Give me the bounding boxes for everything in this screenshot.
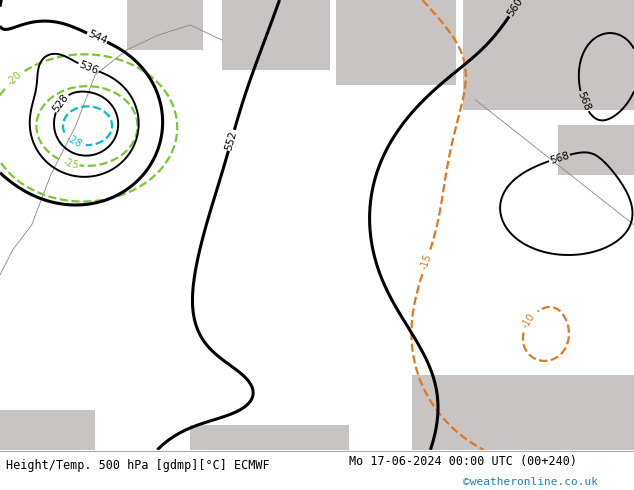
Text: 568: 568 xyxy=(548,150,571,166)
Text: -10: -10 xyxy=(521,312,537,330)
Polygon shape xyxy=(558,125,634,175)
Text: ©weatheronline.co.uk: ©weatheronline.co.uk xyxy=(463,477,598,487)
Text: 560: 560 xyxy=(505,0,525,19)
Text: -15: -15 xyxy=(419,253,434,271)
Polygon shape xyxy=(463,0,634,110)
Text: -25: -25 xyxy=(63,157,81,171)
Polygon shape xyxy=(222,0,330,70)
Text: Height/Temp. 500 hPa [gdmp][°C] ECMWF: Height/Temp. 500 hPa [gdmp][°C] ECMWF xyxy=(6,460,270,472)
Text: Mo 17-06-2024 00:00 UTC (00+240): Mo 17-06-2024 00:00 UTC (00+240) xyxy=(349,455,577,467)
Text: 568: 568 xyxy=(576,91,592,113)
Polygon shape xyxy=(190,425,349,450)
Text: 552: 552 xyxy=(224,129,239,151)
Text: -28: -28 xyxy=(64,133,83,150)
Polygon shape xyxy=(412,375,634,450)
Polygon shape xyxy=(336,0,456,85)
Text: 536: 536 xyxy=(77,59,100,76)
Polygon shape xyxy=(127,0,203,50)
Polygon shape xyxy=(0,410,95,450)
Text: -20: -20 xyxy=(5,70,23,88)
Text: 528: 528 xyxy=(51,92,70,114)
Text: 544: 544 xyxy=(86,29,108,46)
